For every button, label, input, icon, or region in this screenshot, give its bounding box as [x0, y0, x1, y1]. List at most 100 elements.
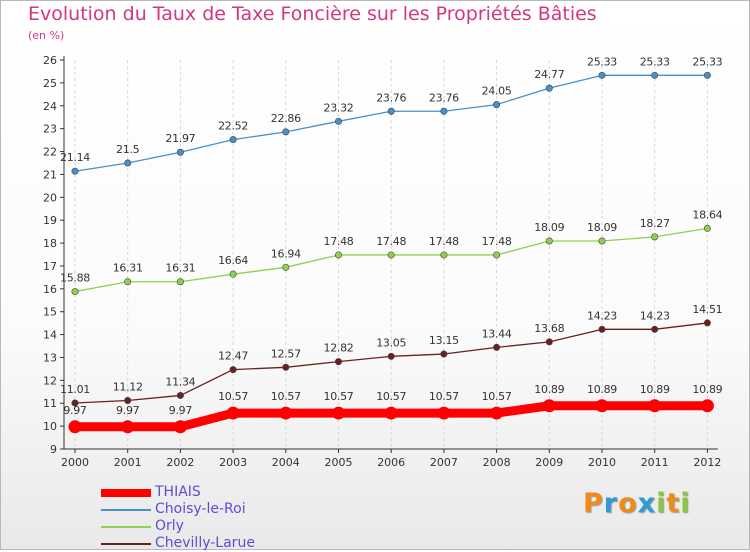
proxiti-logo: Proxiti: [583, 488, 691, 519]
legend-label: THIAIS: [155, 484, 201, 500]
data-label: 16.64: [218, 254, 248, 267]
data-point: [229, 270, 237, 278]
data-label: 14.23: [587, 309, 617, 322]
data-label: 10.57: [376, 390, 406, 403]
data-point: [226, 406, 240, 420]
data-label: 16.31: [113, 262, 143, 275]
data-point: [124, 278, 132, 286]
data-point: [334, 251, 342, 259]
x-tick-label: 2011: [641, 456, 669, 469]
data-point: [229, 136, 237, 144]
data-point: [493, 343, 501, 351]
y-tick-label: 22: [43, 146, 57, 159]
y-tick-label: 25: [43, 77, 57, 90]
x-tick-label: 2005: [325, 456, 353, 469]
legend-swatch: [101, 525, 151, 528]
data-label: 13.68: [534, 322, 564, 335]
legend-swatch: [101, 488, 151, 497]
data-point: [490, 406, 504, 420]
data-point: [651, 233, 659, 241]
x-tick-label: 2007: [430, 456, 458, 469]
data-point: [71, 288, 79, 296]
data-point: [651, 325, 659, 333]
data-point: [440, 251, 448, 259]
data-point: [124, 159, 132, 167]
data-label: 18.09: [534, 221, 564, 234]
data-point: [387, 352, 395, 360]
data-label: 17.48: [482, 235, 512, 248]
data-label: 10.57: [324, 390, 354, 403]
logo-letter: P: [583, 488, 604, 519]
x-tick-label: 2008: [483, 456, 511, 469]
data-label: 17.48: [324, 235, 354, 248]
data-label: 25.33: [640, 55, 670, 68]
x-tick-label: 2010: [588, 456, 616, 469]
data-label: 22.52: [218, 120, 248, 133]
data-labels: 21.14 21.5 21.97 22.52 22.86 23.32 23.76 23.76 2…: [60, 55, 723, 416]
data-point: [595, 399, 609, 413]
data-point: [279, 406, 293, 420]
chart-series: [68, 71, 714, 434]
data-point: [334, 358, 342, 366]
data-point: [598, 71, 606, 79]
data-point: [545, 84, 553, 92]
data-point: [440, 350, 448, 358]
x-tick-label: 2009: [535, 456, 563, 469]
data-point: [545, 237, 553, 245]
y-tick-label: 16: [43, 283, 57, 296]
data-label: 9.97: [116, 404, 140, 417]
logo-letter: r: [603, 488, 619, 519]
data-label: 14.23: [640, 309, 670, 322]
data-point: [71, 167, 79, 175]
data-label: 10.89: [640, 383, 670, 396]
data-point: [651, 71, 659, 79]
logo-letter: i: [656, 488, 667, 519]
y-tick-label: 15: [43, 306, 57, 319]
data-label: 24.77: [534, 68, 564, 81]
data-point: [545, 338, 553, 346]
data-label: 10.57: [271, 390, 301, 403]
data-point: [542, 399, 556, 413]
data-point: [703, 71, 711, 79]
y-tick-label: 24: [43, 100, 57, 113]
line-chart: 9 10 11 12 13 14 15 16 17 18 19 20 21 22 23 24 25 26 2000…: [43, 54, 723, 469]
x-tick-label: 2003: [219, 456, 247, 469]
data-label: 10.57: [218, 390, 248, 403]
data-label: 21.5: [116, 143, 140, 156]
legend-swatch: [101, 542, 151, 545]
data-point: [176, 278, 184, 286]
data-point: [173, 420, 187, 434]
data-point: [387, 251, 395, 259]
data-point: [493, 101, 501, 109]
data-label: 18.27: [640, 217, 670, 230]
data-point: [598, 237, 606, 245]
logo-letter: i: [680, 488, 691, 519]
y-tick-label: 12: [43, 374, 57, 387]
data-label: 18.64: [692, 208, 722, 221]
data-label: 10.89: [534, 383, 564, 396]
y-tick-label: 26: [43, 54, 57, 67]
data-label: 10.57: [429, 390, 459, 403]
data-label: 17.48: [429, 235, 459, 248]
data-label: 11.34: [165, 375, 195, 388]
data-label: 12.82: [324, 342, 354, 355]
data-point: [282, 363, 290, 371]
data-label: 18.09: [587, 221, 617, 234]
x-tick-label: 2000: [61, 456, 89, 469]
data-point: [334, 117, 342, 125]
data-point: [68, 420, 82, 434]
data-label: 16.94: [271, 247, 301, 260]
y-tick-label: 18: [43, 237, 57, 250]
y-tick-label: 19: [43, 214, 57, 227]
y-tick-label: 9: [50, 443, 57, 456]
x-tick-label: 2006: [377, 456, 405, 469]
data-label: 22.86: [271, 112, 301, 125]
x-tick-label: 2002: [166, 456, 194, 469]
data-point: [598, 325, 606, 333]
logo-letter: o: [618, 488, 638, 519]
chart-title: Evolution du Taux de Taxe Foncière sur l…: [28, 3, 597, 25]
data-label: 12.57: [271, 347, 301, 360]
data-label: 9.97: [169, 404, 193, 417]
data-label: 11.12: [113, 380, 143, 393]
